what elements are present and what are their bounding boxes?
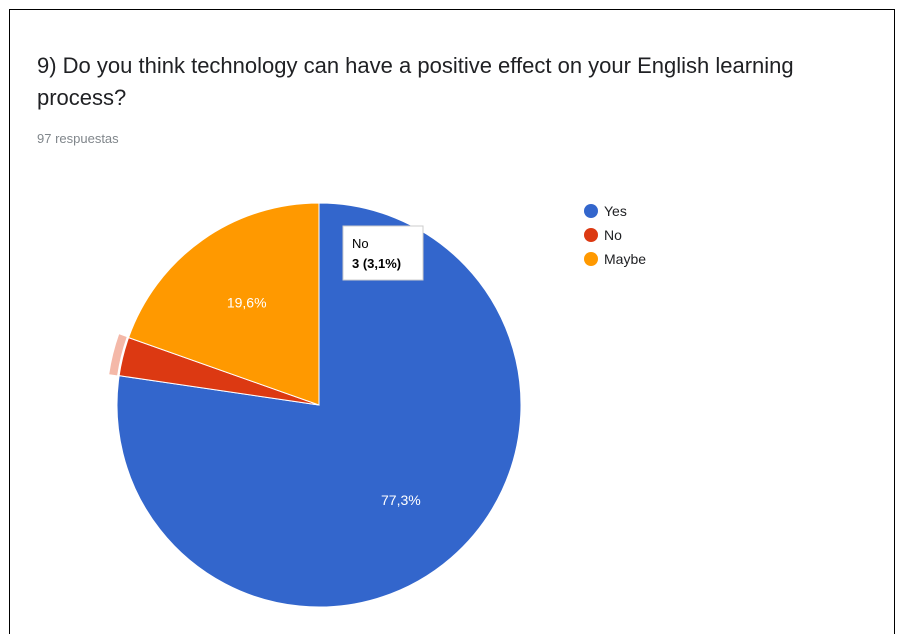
legend-label-yes[interactable]: Yes bbox=[604, 203, 627, 219]
question-title: 9) Do you think technology can have a po… bbox=[37, 53, 794, 110]
tooltip-box bbox=[342, 225, 424, 281]
slice-highlight bbox=[109, 334, 127, 376]
legend-marker-maybe bbox=[584, 252, 598, 266]
legend-marker-no bbox=[584, 228, 598, 242]
legend-label-maybe[interactable]: Maybe bbox=[604, 251, 646, 267]
legend-label-no[interactable]: No bbox=[604, 227, 622, 243]
response-count: 97 respuestas bbox=[37, 131, 119, 146]
chart-legend: Yes No Maybe bbox=[584, 203, 646, 267]
tooltip-category: No bbox=[352, 236, 369, 251]
slice-label-yes: 77,3% bbox=[381, 492, 421, 508]
pie-slice-maybe[interactable] bbox=[127, 202, 320, 406]
slice-label-maybe: 19,6% bbox=[227, 295, 267, 311]
tooltip-value: 3 (3,1%) bbox=[352, 256, 401, 271]
chart-tooltip: No 3 (3,1%) bbox=[342, 225, 424, 281]
legend-marker-yes bbox=[584, 204, 598, 218]
pie-slice-labels: 77,3% 19,6% bbox=[227, 295, 421, 508]
pie-slices bbox=[109, 202, 522, 608]
